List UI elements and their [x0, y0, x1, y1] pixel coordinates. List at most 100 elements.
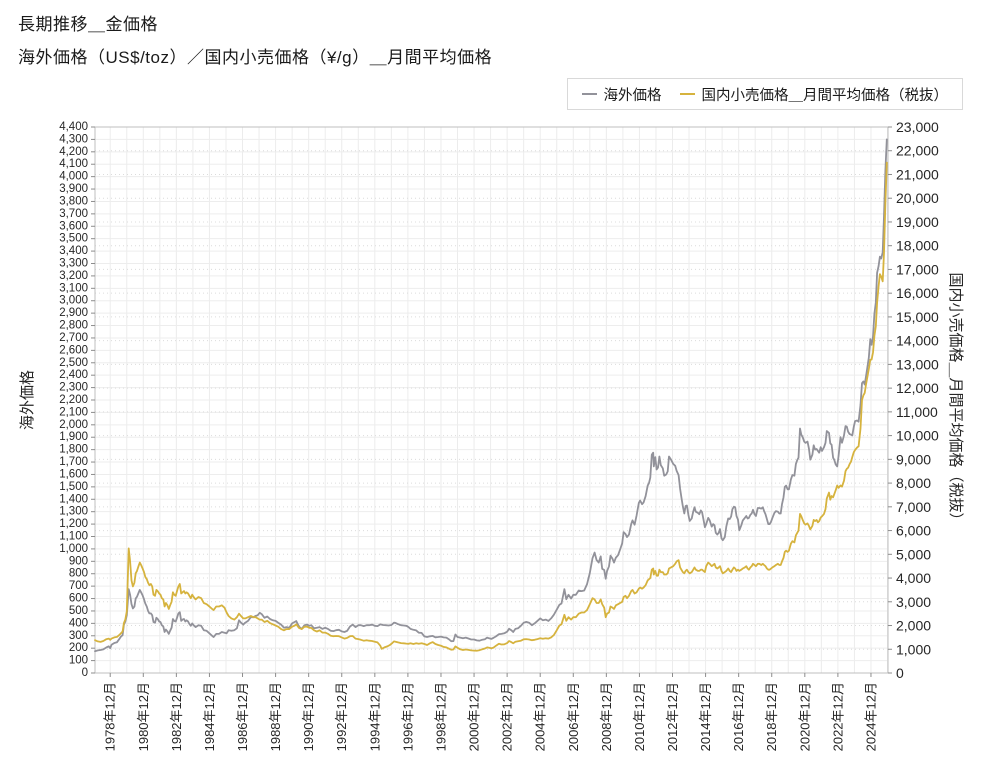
svg-text:12,000: 12,000	[896, 380, 939, 396]
legend-marker-domestic-icon	[679, 93, 695, 95]
svg-text:2,100: 2,100	[59, 406, 88, 418]
svg-text:1,700: 1,700	[59, 456, 88, 468]
svg-text:1980年12月: 1980年12月	[136, 682, 151, 751]
svg-text:3,100: 3,100	[59, 282, 88, 294]
svg-text:1,100: 1,100	[59, 531, 88, 543]
svg-text:1,800: 1,800	[59, 444, 88, 456]
svg-text:1998年12月: 1998年12月	[433, 682, 448, 751]
svg-text:7,000: 7,000	[896, 499, 931, 515]
svg-text:11,000: 11,000	[896, 404, 938, 420]
legend-marker-overseas-icon	[581, 93, 597, 95]
svg-text:2002年12月: 2002年12月	[500, 682, 515, 751]
svg-text:2,200: 2,200	[59, 394, 88, 406]
svg-text:200: 200	[69, 642, 88, 654]
svg-text:2018年12月: 2018年12月	[764, 682, 779, 751]
overseas-price-line	[94, 138, 888, 653]
svg-text:3,800: 3,800	[59, 195, 88, 207]
svg-text:6,000: 6,000	[896, 523, 931, 539]
svg-text:1,500: 1,500	[59, 481, 88, 493]
y-axis-right: 0 1,000 2,000 3,000 4,000 5,000 6,000 7,000 8,00…	[888, 119, 939, 681]
svg-text:2,000: 2,000	[59, 419, 88, 431]
svg-text:700: 700	[69, 580, 88, 592]
svg-text:20,000: 20,000	[896, 190, 939, 206]
svg-text:1986年12月: 1986年12月	[235, 682, 250, 751]
svg-text:2004年12月: 2004年12月	[533, 682, 548, 751]
svg-text:1,000: 1,000	[896, 641, 931, 657]
svg-text:8,000: 8,000	[896, 475, 931, 491]
svg-text:1,900: 1,900	[59, 431, 88, 443]
svg-text:300: 300	[69, 630, 88, 642]
svg-text:400: 400	[69, 617, 88, 629]
svg-text:1994年12月: 1994年12月	[367, 682, 382, 751]
svg-text:3,500: 3,500	[59, 233, 88, 245]
svg-text:2014年12月: 2014年12月	[698, 682, 713, 751]
y-axis-left: 01002003004005006007008009001,0001,1001,…	[59, 121, 95, 679]
svg-text:15,000: 15,000	[896, 309, 939, 325]
svg-text:2,500: 2,500	[59, 357, 88, 369]
svg-text:19,000: 19,000	[896, 214, 939, 230]
svg-text:21,000: 21,000	[896, 166, 939, 182]
svg-text:2010年12月: 2010年12月	[632, 682, 647, 751]
svg-text:22,000: 22,000	[896, 143, 939, 159]
svg-text:4,200: 4,200	[59, 146, 88, 158]
svg-text:14,000: 14,000	[896, 333, 939, 349]
svg-text:9,000: 9,000	[896, 451, 931, 467]
svg-text:4,000: 4,000	[59, 171, 88, 183]
svg-text:3,900: 3,900	[59, 183, 88, 195]
domestic-price-line	[94, 161, 888, 652]
page-title: 長期推移＿金価格	[18, 15, 158, 34]
svg-text:3,300: 3,300	[59, 258, 88, 270]
svg-text:国内小売価格＿月間平均価格（税抜）: 国内小売価格＿月間平均価格（税抜）	[947, 272, 964, 527]
legend-item-domestic: 国内小売価格＿月間平均価格（税抜）	[679, 84, 949, 105]
page-subtitle: 海外価格（US$/toz）／国内小売価格（¥/g）＿月間平均価格	[18, 48, 493, 67]
svg-text:海外価格: 海外価格	[19, 370, 36, 430]
svg-text:1,200: 1,200	[59, 518, 88, 530]
svg-text:900: 900	[69, 555, 88, 567]
legend-label-domestic: 国内小売価格＿月間平均価格（税抜）	[701, 87, 949, 104]
svg-text:1,600: 1,600	[59, 468, 88, 480]
x-axis: 1978年12月 1980年12月 1982年12月 1984年12月 1986年12月…	[103, 673, 878, 751]
svg-text:23,000: 23,000	[896, 119, 939, 135]
svg-text:2,400: 2,400	[59, 369, 88, 381]
svg-text:2020年12月: 2020年12月	[797, 682, 812, 751]
svg-text:3,400: 3,400	[59, 245, 88, 257]
svg-text:1,300: 1,300	[59, 506, 88, 518]
svg-text:1,400: 1,400	[59, 493, 88, 505]
legend: 海外価格 国内小売価格＿月間平均価格（税抜）	[566, 78, 963, 110]
svg-text:2,700: 2,700	[59, 332, 88, 344]
svg-text:2000年12月: 2000年12月	[467, 682, 482, 751]
svg-text:2012年12月: 2012年12月	[665, 682, 680, 751]
svg-text:2022年12月: 2022年12月	[830, 682, 845, 751]
svg-text:10,000: 10,000	[896, 428, 939, 444]
svg-text:2024年12月: 2024年12月	[863, 682, 878, 751]
svg-text:500: 500	[69, 605, 88, 617]
svg-text:13,000: 13,000	[896, 356, 939, 372]
svg-text:18,000: 18,000	[896, 238, 939, 254]
legend-item-overseas: 海外価格	[581, 84, 662, 105]
svg-text:1988年12月: 1988年12月	[268, 682, 283, 751]
svg-text:2,000: 2,000	[896, 618, 931, 634]
svg-text:4,000: 4,000	[896, 570, 931, 586]
svg-text:2,800: 2,800	[59, 320, 88, 332]
svg-text:1996年12月: 1996年12月	[400, 682, 415, 751]
svg-text:1982年12月: 1982年12月	[169, 682, 184, 751]
svg-text:800: 800	[69, 568, 88, 580]
legend-label-overseas: 海外価格	[603, 87, 662, 104]
svg-text:3,600: 3,600	[59, 220, 88, 232]
axis-titles: 海外価格 国内小売価格＿月間平均価格（税抜）	[19, 272, 964, 527]
svg-text:1,000: 1,000	[59, 543, 88, 555]
svg-text:2,900: 2,900	[59, 307, 88, 319]
svg-text:1990年12月: 1990年12月	[301, 682, 316, 751]
svg-text:1978年12月: 1978年12月	[103, 682, 118, 751]
svg-text:5,000: 5,000	[896, 546, 931, 562]
svg-text:4,400: 4,400	[59, 121, 88, 133]
svg-text:3,000: 3,000	[896, 594, 931, 610]
svg-text:0: 0	[896, 665, 904, 681]
svg-text:2008年12月: 2008年12月	[599, 682, 614, 751]
svg-text:1984年12月: 1984年12月	[202, 682, 217, 751]
svg-text:2016年12月: 2016年12月	[731, 682, 746, 751]
svg-text:3,200: 3,200	[59, 270, 88, 282]
svg-text:4,100: 4,100	[59, 158, 88, 170]
series-lines	[94, 138, 888, 653]
